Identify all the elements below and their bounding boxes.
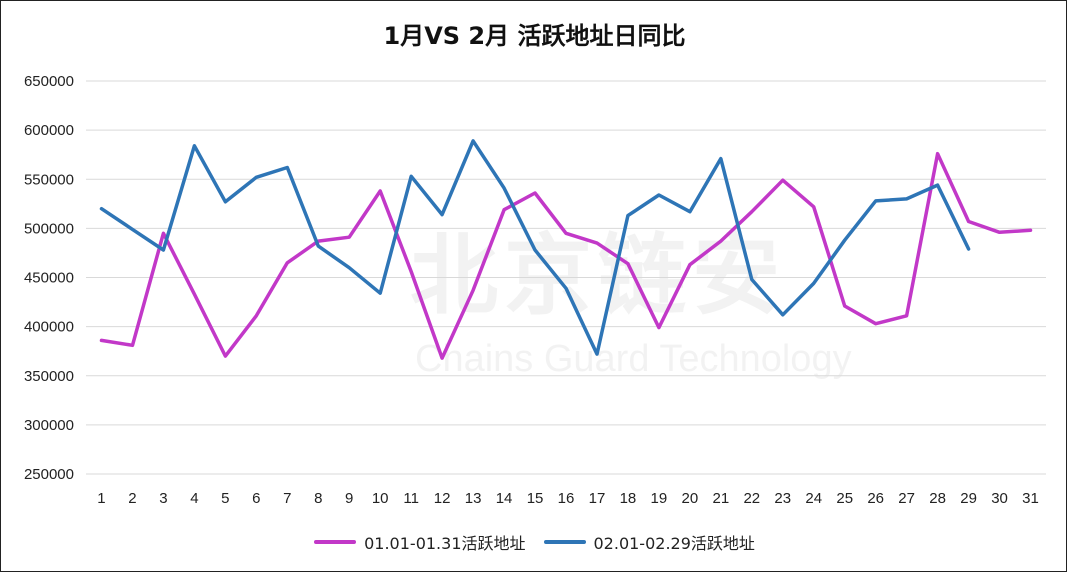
legend-swatch-february	[543, 540, 586, 544]
y-tick-label: 250000	[24, 466, 74, 483]
x-tick-label: 8	[314, 490, 322, 507]
x-tick-label: 6	[252, 490, 260, 507]
x-tick-label: 15	[527, 490, 544, 507]
y-tick-label: 350000	[24, 368, 74, 385]
x-tick-label: 17	[589, 490, 606, 507]
x-tick-label: 5	[221, 490, 229, 507]
series-line-january	[99, 151, 1033, 360]
x-tick-label: 30	[991, 490, 1008, 507]
x-tick-label: 10	[372, 490, 389, 507]
chart-legend: 01.01-01.31活跃地址 02.01-02.29活跃地址	[0, 530, 1069, 554]
x-tick-label: 22	[743, 490, 760, 507]
series-line-february	[99, 139, 971, 356]
y-tick-label: 450000	[24, 270, 74, 287]
x-tick-label: 20	[682, 490, 699, 507]
x-tick-label: 12	[434, 490, 451, 507]
chart-title: 1月VS 2月 活跃地址日同比	[383, 22, 686, 50]
x-tick-label: 16	[558, 490, 575, 507]
legend-item-february: 02.01-02.29活跃地址	[543, 530, 755, 554]
y-tick-label: 650000	[24, 73, 74, 90]
x-tick-label: 7	[283, 490, 291, 507]
x-tick-label: 27	[898, 490, 915, 507]
x-tick-label: 23	[774, 490, 791, 507]
x-tick-label: 31	[1022, 490, 1039, 507]
watermark-text: Chains Guard Technology	[415, 338, 852, 380]
legend-label-january: 01.01-01.31活跃地址	[364, 534, 526, 553]
y-tick-label: 300000	[24, 417, 74, 434]
x-tick-label: 9	[345, 490, 353, 507]
x-tick-label: 13	[465, 490, 482, 507]
x-tick-label: 14	[496, 490, 513, 507]
legend-swatch-january	[314, 540, 357, 544]
x-tick-label: 24	[805, 490, 822, 507]
y-tick-label: 600000	[24, 122, 74, 139]
legend-item-january: 01.01-01.31活跃地址	[314, 530, 526, 554]
x-tick-label: 29	[960, 490, 977, 507]
x-tick-label: 19	[651, 490, 668, 507]
x-tick-label: 11	[403, 490, 419, 507]
x-tick-label: 1	[97, 490, 105, 507]
x-tick-label: 25	[836, 490, 853, 507]
x-tick-label: 3	[159, 490, 167, 507]
legend-label-february: 02.01-02.29活跃地址	[593, 534, 755, 553]
x-tick-label: 21	[712, 490, 729, 507]
x-tick-label: 4	[190, 490, 198, 507]
x-tick-label: 28	[929, 490, 946, 507]
y-tick-label: 550000	[24, 171, 74, 188]
x-tick-label: 2	[128, 490, 136, 507]
y-tick-label: 500000	[24, 220, 74, 237]
x-tick-label: 26	[867, 490, 884, 507]
x-tick-label: 18	[620, 490, 637, 507]
y-tick-label: 400000	[24, 319, 74, 336]
